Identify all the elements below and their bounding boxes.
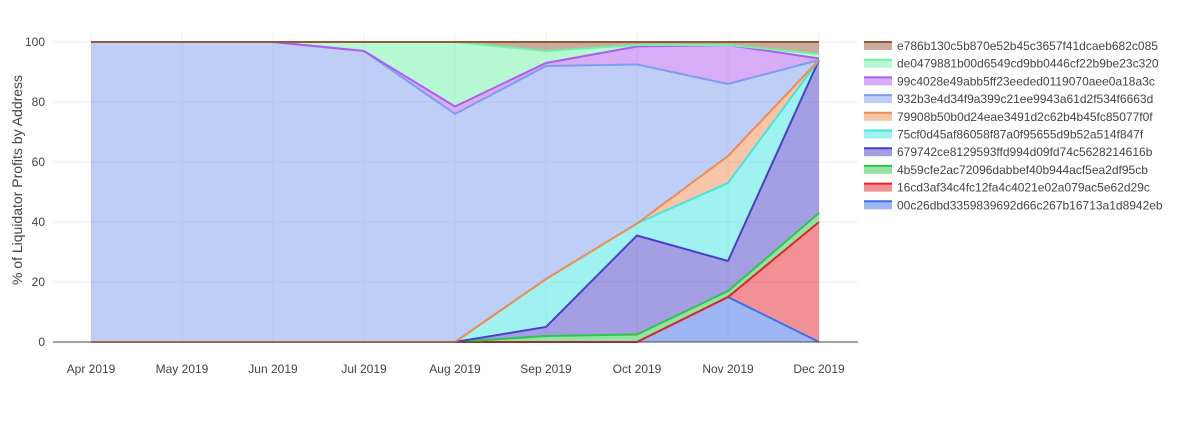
legend-label: 16cd3af34c4fc12fa4c4021e02a079ac5e62d29c [897, 181, 1150, 195]
x-tick-label: Aug 2019 [429, 362, 481, 376]
x-tick-label: Jul 2019 [341, 362, 387, 376]
legend-label: 00c26dbd3359839692d66c267b16713a1d8942eb [897, 198, 1163, 212]
legend-swatch-fill [864, 148, 892, 157]
legend-swatch-fill [864, 95, 892, 104]
y-tick-label: 80 [32, 95, 46, 109]
series-area-7 [91, 42, 819, 114]
legend-item[interactable]: 679742ce8129593ffd994d09fd74c5628214616b [864, 145, 1153, 159]
y-tick-label: 100 [25, 35, 45, 49]
legend-label: 79908b50b0d24eae3491d2c62b4b45fc85077f0f [897, 110, 1153, 124]
legend-swatch-fill [864, 183, 892, 192]
x-tick-label: May 2019 [156, 362, 209, 376]
legend-item[interactable]: de0479881b00d6549cd9bb0446cf22b9be23c320 [864, 57, 1159, 71]
legend-label: de0479881b00d6549cd9bb0446cf22b9be23c320 [897, 57, 1159, 71]
legend-label: e786b130c5b870e52b45c3657f41dcaeb682c085 [897, 39, 1158, 53]
series-area-0 [91, 297, 819, 342]
legend-swatch-fill [864, 59, 892, 68]
legend-item[interactable]: 00c26dbd3359839692d66c267b16713a1d8942eb [864, 198, 1163, 212]
legend-label: 932b3e4d34f9a399c21ee9943a61d2f534f6663d [897, 92, 1153, 106]
y-axis-title: % of Liquidator Profits by Address [9, 75, 25, 285]
legend-item[interactable]: 16cd3af34c4fc12fa4c4021e02a079ac5e62d29c [864, 181, 1150, 195]
legend-item[interactable]: 75cf0d45af86058f87a0f95655d9b52a514f847f [864, 128, 1144, 142]
x-tick-label: Sep 2019 [520, 362, 572, 376]
x-tick-label: Dec 2019 [793, 362, 845, 376]
legend-item[interactable]: 4b59cfe2ac72096dabbef40b944acf5ea2df95cb [864, 163, 1148, 177]
legend-item[interactable]: e786b130c5b870e52b45c3657f41dcaeb682c085 [864, 39, 1158, 53]
series-area-3 [91, 60, 819, 342]
legend-item[interactable]: 79908b50b0d24eae3491d2c62b4b45fc85077f0f [864, 110, 1153, 124]
series-area-5 [91, 60, 819, 342]
x-tick-label: Nov 2019 [702, 362, 754, 376]
legend-item[interactable]: 932b3e4d34f9a399c21ee9943a61d2f534f6663d [864, 92, 1153, 106]
legend-label: 99c4028e49abb5ff23eeded0119070aee0a18a3c [897, 74, 1155, 88]
y-tick-label: 20 [32, 275, 46, 289]
legend-swatch-fill [864, 112, 892, 121]
legend-swatch-fill [864, 165, 892, 174]
legend-swatch-fill [864, 201, 892, 210]
axes: 0 20 40 60 80 100 Apr 2019 May 2019 Jun 2019 Jul … [25, 35, 858, 376]
legend: e786b130c5b870e52b45c3657f41dcaeb682c085… [864, 39, 1163, 212]
y-tick-label: 0 [38, 335, 45, 349]
x-tick-label: Apr 2019 [67, 362, 116, 376]
x-tick-label: Jun 2019 [248, 362, 298, 376]
series-area-6 [91, 42, 819, 342]
x-tick-label: Oct 2019 [613, 362, 662, 376]
y-tick-label: 60 [32, 155, 46, 169]
legend-swatch-fill [864, 130, 892, 139]
legend-label: 4b59cfe2ac72096dabbef40b944acf5ea2df95cb [897, 163, 1148, 177]
legend-swatch-fill [864, 77, 892, 86]
legend-label: 75cf0d45af86058f87a0f95655d9b52a514f847f [897, 128, 1144, 142]
legend-label: 679742ce8129593ffd994d09fd74c5628214616b [897, 145, 1153, 159]
y-tick-label: 40 [32, 215, 46, 229]
series-areas [91, 42, 819, 342]
series-area-8 [91, 42, 819, 107]
legend-swatch-fill [864, 42, 892, 50]
legend-item[interactable]: 99c4028e49abb5ff23eeded0119070aee0a18a3c [864, 74, 1155, 88]
